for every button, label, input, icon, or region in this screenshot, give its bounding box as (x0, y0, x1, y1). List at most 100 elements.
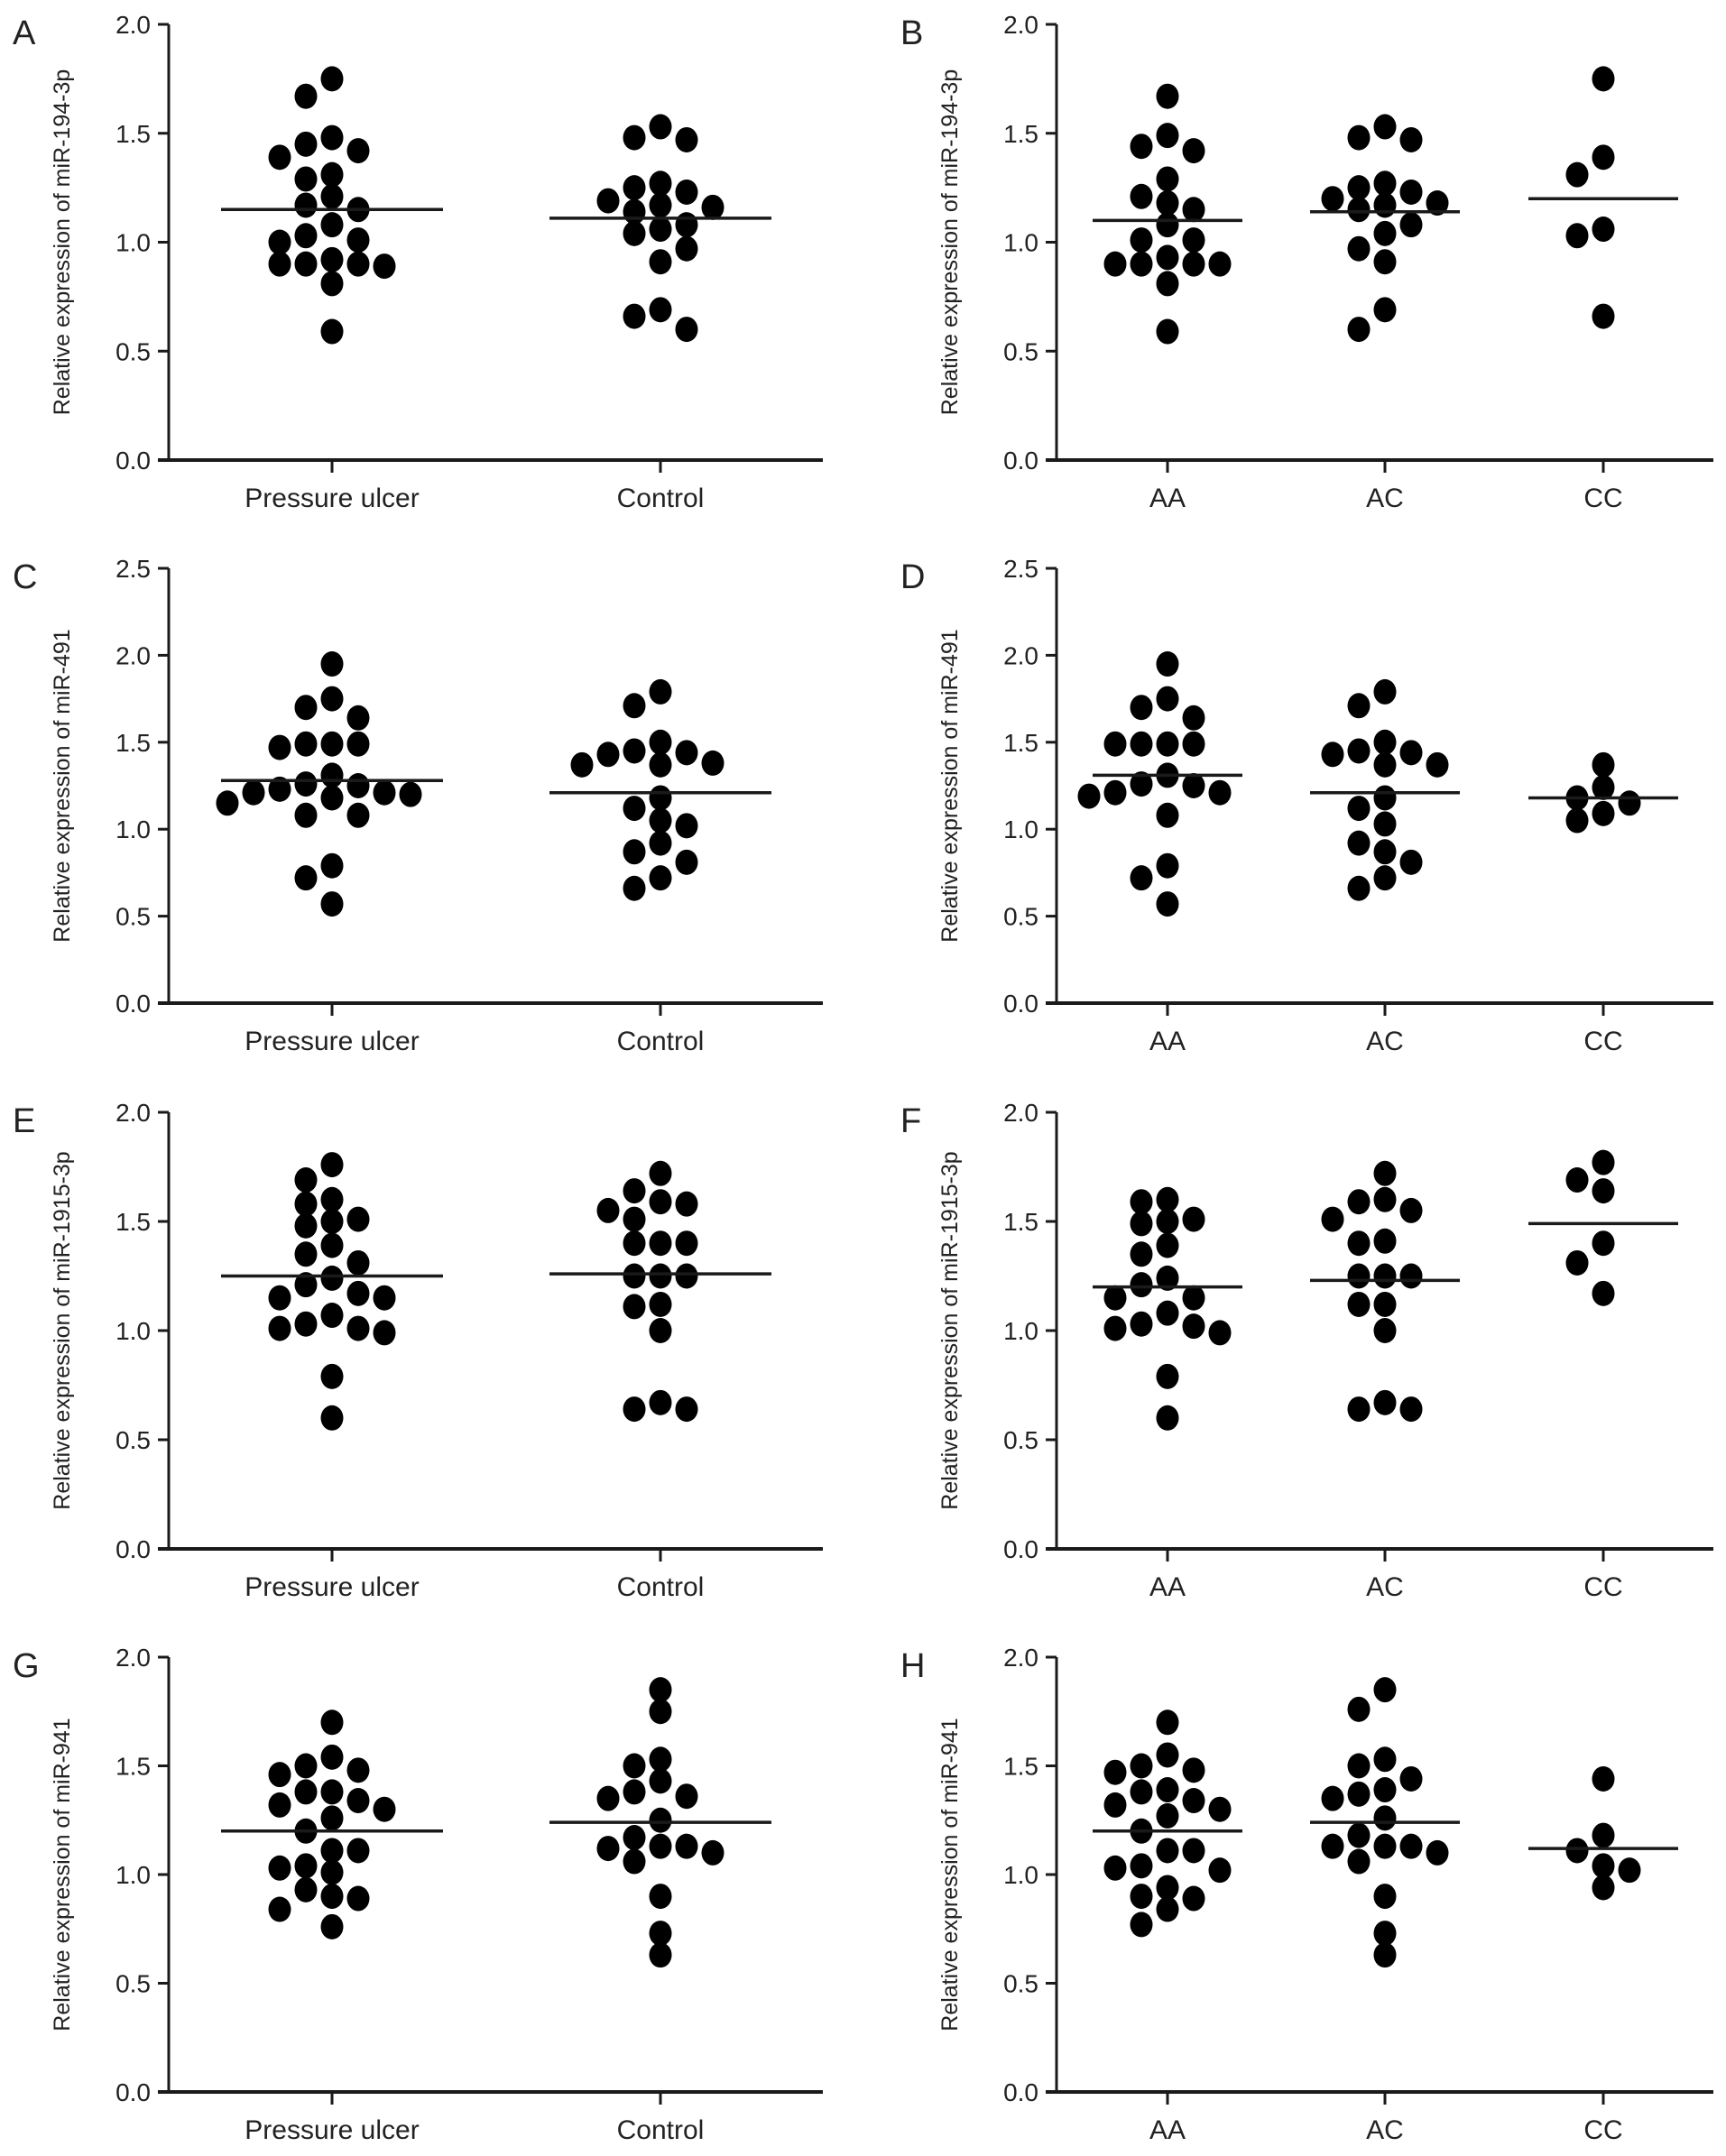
data-point (1347, 1230, 1371, 1257)
y-tick-label: 1.0 (115, 1861, 151, 1889)
series-aa (1093, 83, 1242, 345)
data-point (1321, 1785, 1344, 1811)
data-point (649, 1291, 672, 1317)
data-point (1130, 695, 1153, 721)
data-point (320, 246, 344, 272)
data-point (320, 1709, 344, 1736)
panel-a: A Relative expression of miR-194-3p 0.0 0.5… (13, 11, 823, 513)
data-point (1373, 678, 1397, 705)
data-point (1130, 731, 1153, 757)
data-point (1565, 223, 1589, 249)
y-axis-title: Relative expression of miR-491 (937, 629, 963, 942)
data-point (1347, 875, 1371, 901)
y-tick-label: 1.5 (1003, 1208, 1038, 1236)
y-tick-label: 0.0 (115, 2078, 151, 2106)
data-point (294, 166, 318, 192)
data-point (623, 1753, 646, 1779)
x-category-label: Pressure ulcer (245, 1027, 419, 1056)
data-point (1130, 1753, 1153, 1779)
series-ac (1310, 1677, 1460, 1968)
data-point (1426, 1839, 1449, 1866)
data-point (1156, 190, 1179, 217)
data-point (268, 229, 291, 255)
data-point (623, 1294, 646, 1320)
data-point (320, 762, 344, 788)
data-point (1156, 244, 1179, 271)
data-point (1399, 1197, 1423, 1223)
data-point (675, 179, 698, 205)
data-point (1208, 1796, 1232, 1822)
data-point (320, 785, 344, 811)
data-point (1321, 186, 1344, 212)
data-point (1208, 251, 1232, 277)
data-point (649, 1677, 672, 1703)
data-point (675, 317, 698, 343)
data-point (320, 318, 344, 345)
data-point (1373, 1921, 1397, 1947)
data-point (1347, 197, 1371, 223)
data-point (1592, 1230, 1615, 1257)
data-point (294, 192, 318, 218)
data-point (373, 253, 396, 280)
data-point (1373, 839, 1397, 865)
data-point (1130, 1189, 1153, 1215)
panel-h: H Relative expression of miR-941 0.0 0.5 1.0… (900, 1644, 1713, 2145)
data-point (1182, 705, 1205, 731)
data-point (623, 1206, 646, 1232)
data-point (320, 891, 344, 917)
data-point (649, 729, 672, 755)
data-point (294, 1311, 318, 1337)
data-point (649, 678, 672, 705)
data-point (1103, 1792, 1127, 1818)
data-point (320, 124, 344, 151)
data-point (1592, 1875, 1615, 1901)
data-point (623, 839, 646, 865)
y-axis-title: Relative expression of miR-941 (50, 1718, 75, 2031)
data-point (346, 1885, 370, 1912)
data-point (294, 131, 318, 157)
data-point (1592, 1765, 1615, 1792)
x-category-label: CC (1583, 484, 1622, 513)
y-tick-label: 2.5 (115, 555, 151, 583)
data-point (320, 1186, 344, 1212)
y-tick-label: 2.0 (115, 1644, 151, 1672)
data-point (294, 1876, 318, 1903)
data-point (649, 1699, 672, 1725)
data-point (1373, 220, 1397, 246)
data-point (1103, 251, 1127, 277)
data-point (346, 773, 370, 798)
data-point (675, 212, 698, 238)
data-point (1321, 1206, 1344, 1232)
data-point (675, 1230, 698, 1257)
data-point (1592, 1853, 1615, 1879)
data-point (1373, 1228, 1397, 1254)
data-point (649, 1189, 672, 1215)
data-point (294, 1853, 318, 1879)
data-point (268, 251, 291, 277)
y-axis-title: Relative expression of miR-1915-3p (937, 1151, 963, 1509)
data-point (1130, 251, 1153, 277)
data-point (1373, 1746, 1397, 1773)
y-tick-label: 0.0 (1003, 2078, 1038, 2106)
data-point (1592, 1822, 1615, 1848)
data-point (1399, 1833, 1423, 1859)
data-point (623, 124, 646, 151)
data-point (1373, 1389, 1397, 1415)
data-point (649, 1942, 672, 1968)
data-point (320, 1884, 344, 1910)
data-point (649, 1884, 672, 1910)
y-tick-label: 0.5 (1003, 903, 1038, 931)
data-point (649, 1263, 672, 1289)
data-point (346, 731, 370, 757)
data-point (1373, 751, 1397, 778)
y-tick-label: 1.5 (115, 120, 151, 148)
data-point (1373, 170, 1397, 197)
data-point (268, 1896, 291, 1922)
data-point (346, 227, 370, 253)
y-axis-title: Relative expression of miR-1915-3p (50, 1151, 75, 1509)
data-point (1130, 771, 1153, 797)
data-point (1347, 317, 1371, 343)
data-point (1156, 318, 1179, 345)
data-point (649, 807, 672, 834)
x-category-label: Pressure ulcer (245, 484, 419, 513)
